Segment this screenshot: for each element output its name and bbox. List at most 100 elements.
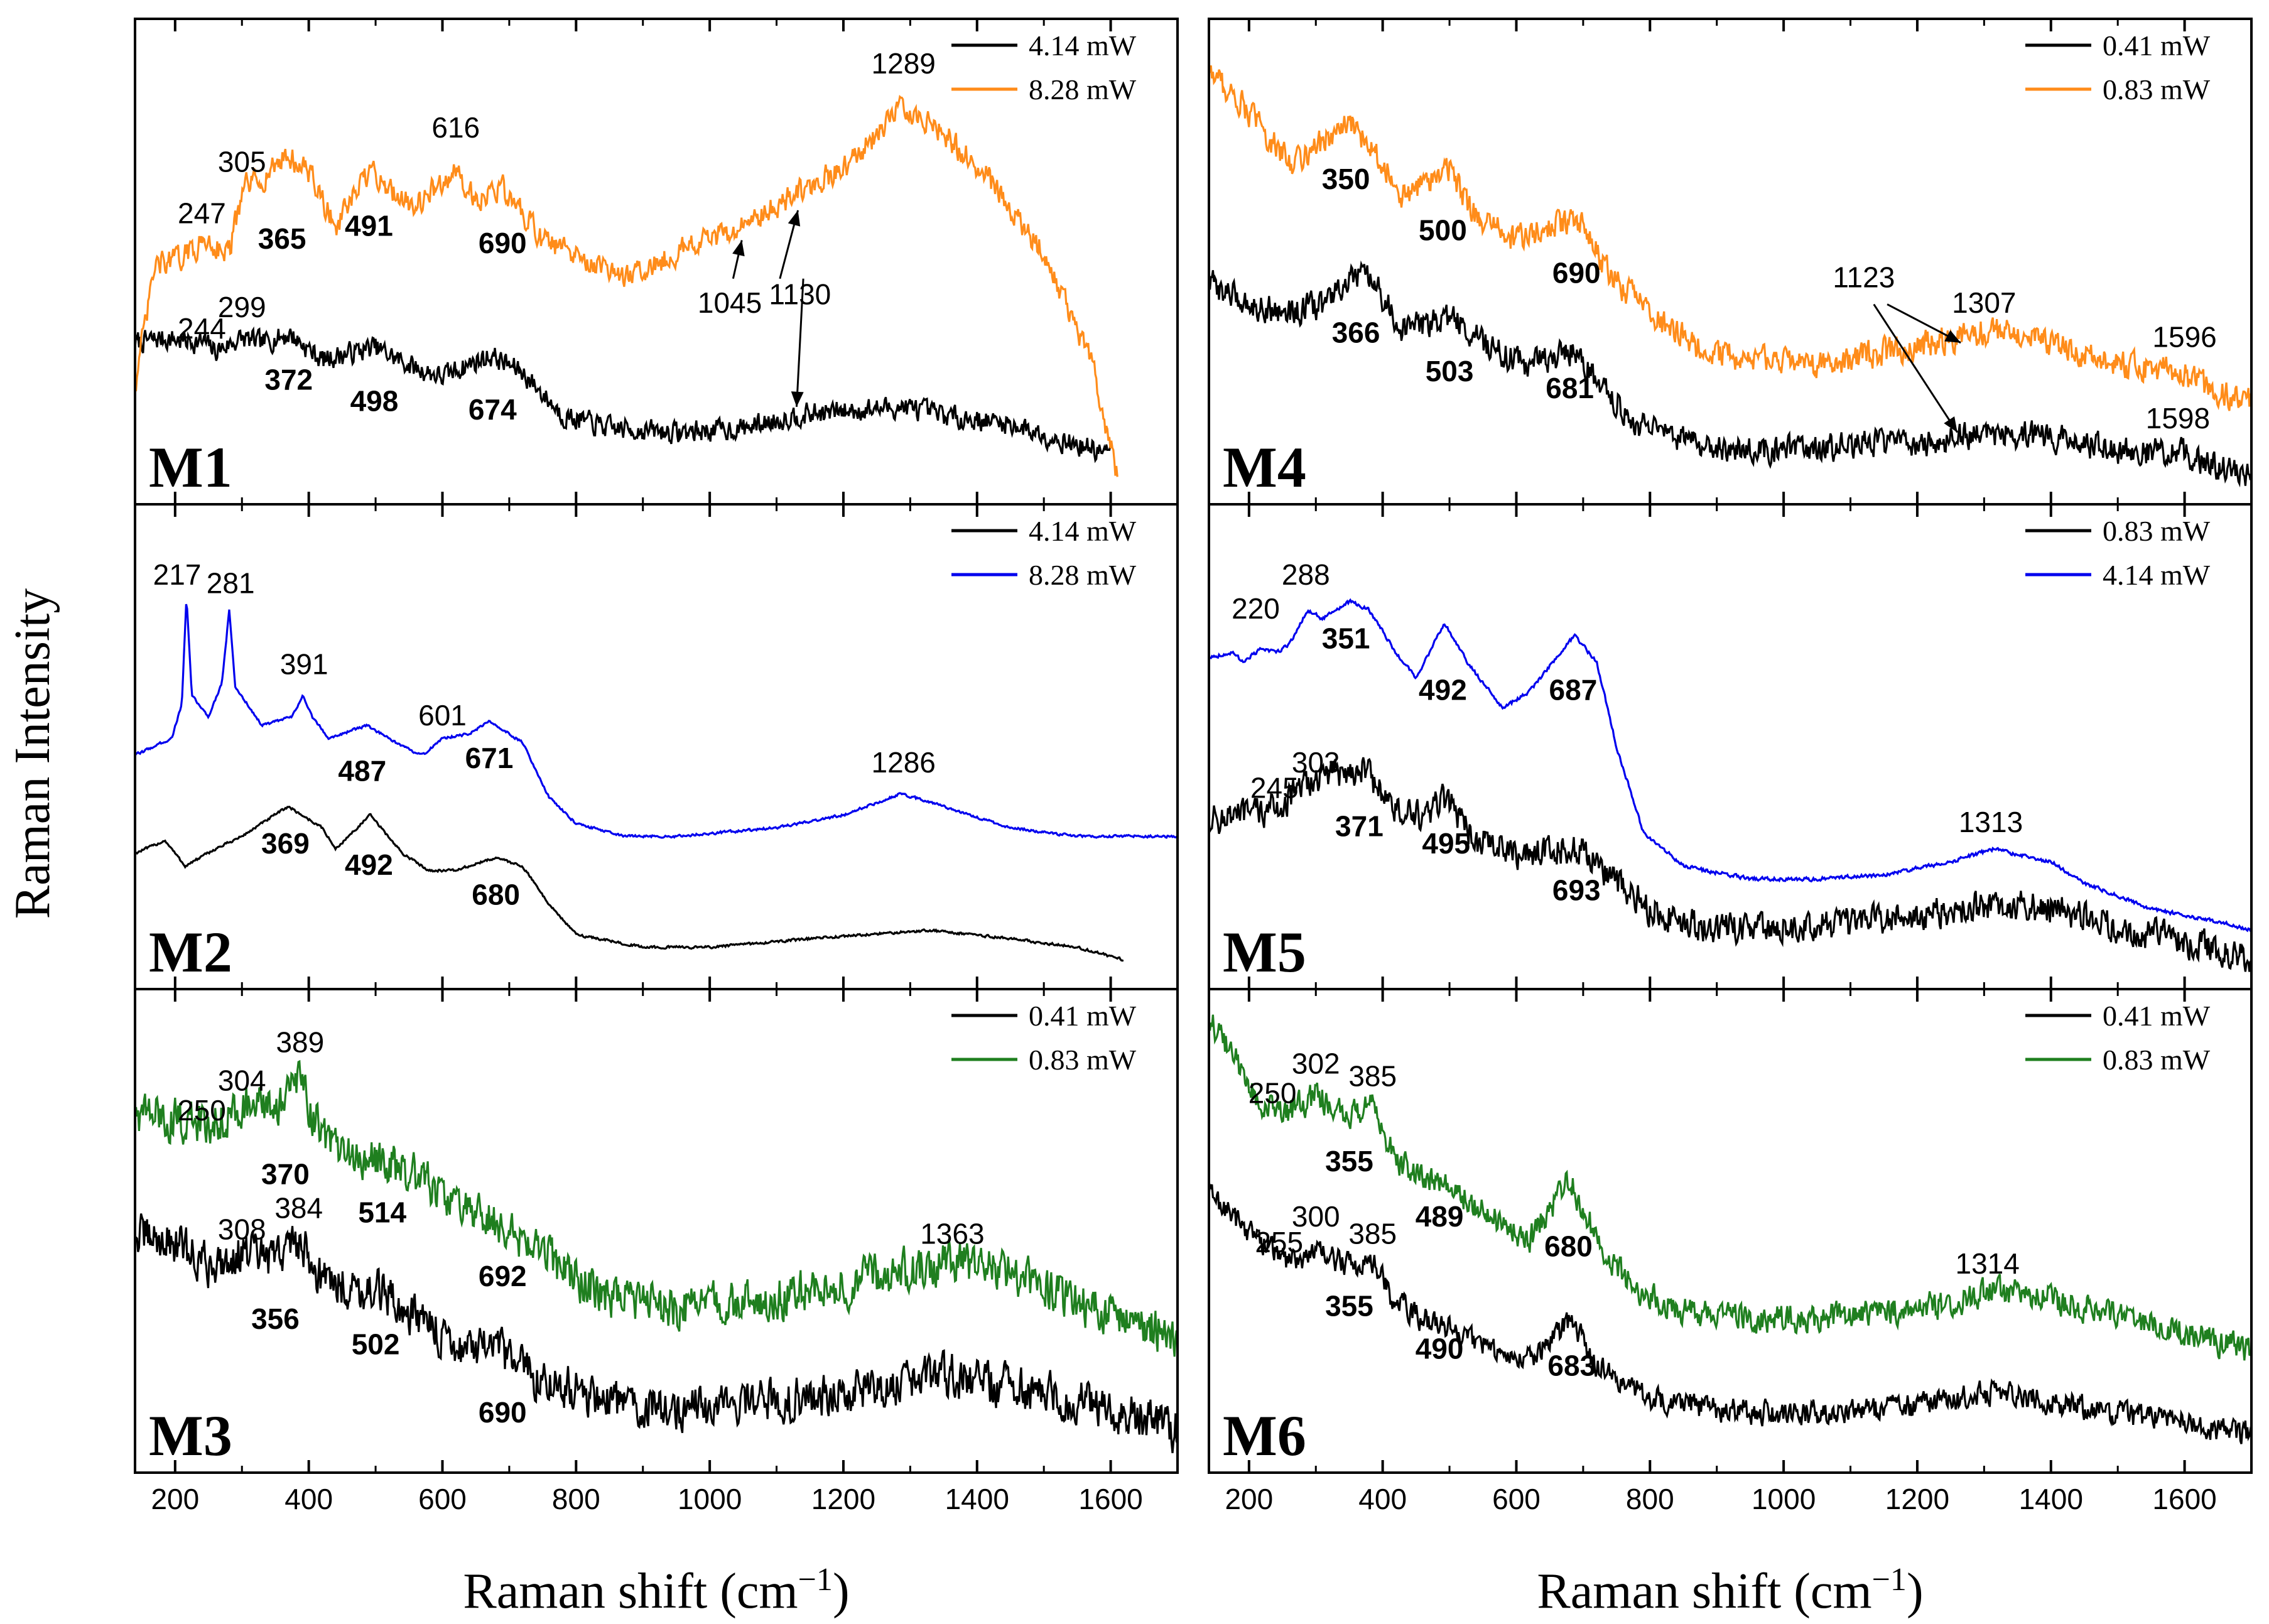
y-axis-title: Raman Intensity — [5, 588, 60, 919]
x-tick-label: 400 — [1358, 1483, 1407, 1515]
peak-annotation: 302 — [1292, 1047, 1340, 1080]
x-tick-label: 400 — [284, 1483, 333, 1515]
legend-label-1: 0.83 mW — [2103, 1044, 2211, 1076]
x-axis-title-close: ) — [833, 1564, 850, 1619]
peak-annotation: 487 — [338, 754, 386, 787]
series-line-0 — [135, 1213, 1178, 1454]
x-tick-label: 1200 — [811, 1483, 875, 1515]
x-axis-title-left: Raman shift (cm−1) — [463, 1562, 849, 1620]
series-line-0 — [135, 805, 1124, 962]
annotation-arrow-head — [788, 210, 801, 227]
panel-label: M4 — [1223, 435, 1306, 499]
peak-annotation: 299 — [218, 291, 266, 323]
x-tick-label: 600 — [1492, 1483, 1541, 1515]
peak-annotation: 304 — [218, 1064, 266, 1096]
panel-label: M3 — [149, 1404, 232, 1468]
legend-label-1: 0.83 mW — [2103, 73, 2211, 106]
panel-m3: 200 400 600 800 1000 1200 1400 1600 0.41 mW 0.83 … — [134, 988, 1179, 1515]
peak-annotation: 385 — [1348, 1060, 1397, 1093]
legend-label-1: 4.14 mW — [2103, 559, 2211, 591]
x-tick-label: 800 — [552, 1483, 600, 1515]
annotation-arrow-shaft — [1873, 303, 1959, 433]
panel-m2: 4.14 mW 8.28 mW M2 217 281 391 601 487 671 1286 36… — [134, 503, 1179, 990]
peak-annotation: 490 — [1416, 1332, 1464, 1365]
peak-annotation: 491 — [345, 210, 393, 242]
peak-annotation: 1314 — [1956, 1247, 2020, 1280]
peak-annotation: 305 — [218, 146, 266, 178]
panel-label: M6 — [1223, 1404, 1306, 1468]
panel-frame — [1208, 18, 2253, 506]
peak-annotation: 1307 — [1952, 286, 2016, 319]
series-line-1 — [135, 94, 1118, 477]
peak-annotation: 1363 — [920, 1217, 984, 1250]
peak-annotation: 1313 — [1959, 806, 2023, 838]
annotation-arrow-shaft — [795, 278, 804, 407]
peak-annotation: 281 — [207, 566, 255, 599]
panel-frame — [1208, 988, 2253, 1474]
peak-annotation: 489 — [1416, 1200, 1464, 1233]
x-tick-label: 1400 — [2019, 1483, 2083, 1515]
legend-label-1: 8.28 mW — [1029, 559, 1137, 591]
x-tick-label: 1400 — [945, 1483, 1009, 1515]
peak-annotation: 692 — [479, 1260, 527, 1292]
panel-frame — [134, 503, 1179, 990]
peak-annotation: 683 — [1547, 1349, 1596, 1382]
peak-annotation: 371 — [1335, 810, 1384, 843]
peak-annotation: 616 — [431, 111, 480, 144]
peak-annotation: 217 — [153, 558, 202, 591]
annotation-arrow-head — [1944, 330, 1961, 343]
peak-annotation: 680 — [472, 878, 520, 911]
annotation-arrow-head — [791, 391, 804, 407]
peak-annotation: 503 — [1426, 355, 1474, 387]
x-axis-title-sup: −1 — [798, 1562, 833, 1598]
x-tick-label: 1600 — [1078, 1483, 1142, 1515]
panel-frame — [134, 988, 1179, 1474]
peak-annotation: 351 — [1322, 622, 1370, 655]
series-line-1 — [1209, 1014, 2251, 1361]
peak-annotation: 220 — [1232, 592, 1280, 625]
x-tick-label: 1200 — [1885, 1483, 1949, 1515]
peak-annotation: 370 — [261, 1157, 310, 1190]
legend-label-1: 8.28 mW — [1029, 73, 1137, 106]
peak-annotation: 255 — [1255, 1226, 1303, 1259]
peak-annotation: 690 — [479, 1396, 527, 1429]
peak-annotation: 288 — [1282, 558, 1330, 591]
peak-annotation: 1286 — [872, 746, 936, 779]
x-tick-label: 1000 — [1752, 1483, 1816, 1515]
series-line-0 — [1209, 1181, 2251, 1444]
peak-annotation: 601 — [418, 699, 467, 732]
legend-label-0: 0.41 mW — [2103, 30, 2211, 62]
series-line-1 — [135, 1059, 1178, 1357]
peak-annotation: 1130 — [769, 278, 831, 311]
peak-annotation: 356 — [251, 1302, 300, 1335]
peak-annotation: 671 — [465, 742, 514, 774]
peak-annotation: 1596 — [2152, 321, 2216, 354]
peak-annotation: 492 — [345, 848, 393, 881]
x-tick-label: 200 — [151, 1483, 199, 1515]
peak-annotation: 372 — [264, 364, 313, 396]
peak-annotation: 250 — [178, 1094, 226, 1127]
peak-annotation: 384 — [274, 1192, 323, 1225]
x-axis-title-close: ) — [1907, 1564, 1924, 1619]
peak-annotation: 502 — [352, 1328, 400, 1361]
peak-annotation: 514 — [358, 1196, 406, 1228]
legend-label-0: 4.14 mW — [1029, 30, 1137, 62]
peak-annotation: 690 — [1552, 257, 1601, 290]
panel-label: M1 — [149, 435, 232, 499]
peak-annotation: 1598 — [2146, 402, 2210, 435]
series-line-0 — [1209, 260, 2251, 488]
panel-m4: 0.41 mW 0.83 mW M4 350 500 690 1123 1307 1596 366… — [1208, 18, 2253, 506]
peak-annotation: 369 — [261, 827, 310, 860]
peak-annotation: 250 — [1248, 1077, 1297, 1110]
peak-annotation: 355 — [1325, 1145, 1373, 1177]
peak-annotation: 687 — [1549, 673, 1598, 706]
series-line-1 — [135, 604, 1178, 839]
peak-annotation: 366 — [1332, 317, 1380, 349]
peak-annotation: 350 — [1322, 163, 1370, 195]
series-line-1 — [1209, 65, 2251, 411]
peak-annotation: 391 — [280, 648, 328, 681]
peak-annotation: 308 — [218, 1213, 266, 1246]
x-axis-title-right: Raman shift (cm−1) — [1537, 1562, 1923, 1620]
